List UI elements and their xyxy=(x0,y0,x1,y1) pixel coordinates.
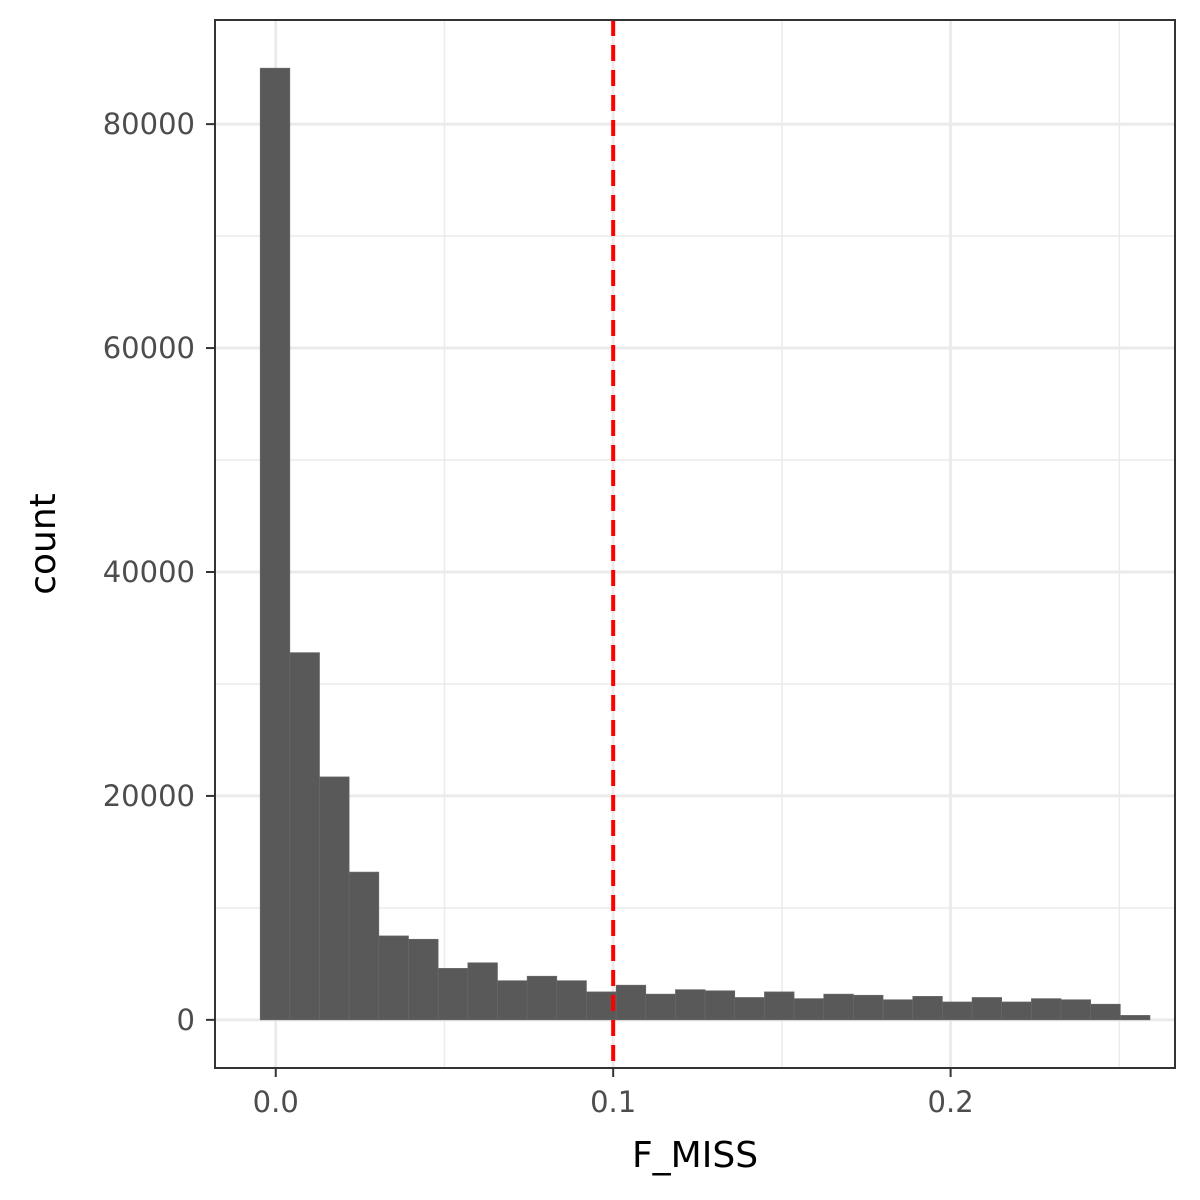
y-axis: 0 20000 40000 60000 80000 xyxy=(103,107,215,1037)
x-tick-label: 0.0 xyxy=(253,1085,299,1119)
histogram-bar xyxy=(971,997,1003,1021)
histogram-bar xyxy=(378,935,409,1021)
histogram-bar xyxy=(497,980,528,1021)
histogram-bar xyxy=(1090,1003,1121,1021)
y-tick-label: 0 xyxy=(177,1003,195,1037)
histogram-bar xyxy=(764,991,795,1021)
histogram-bar xyxy=(1060,999,1091,1021)
histogram-bar xyxy=(1001,1001,1032,1021)
histogram-bar xyxy=(704,990,736,1021)
histogram-bar xyxy=(942,1001,973,1021)
histogram-bar xyxy=(467,962,498,1021)
histogram-bar xyxy=(319,776,350,1021)
histogram-bar xyxy=(1031,998,1062,1021)
histogram-bar xyxy=(556,980,587,1021)
y-tick-label: 60000 xyxy=(103,331,195,365)
y-tick-label: 20000 xyxy=(103,779,195,813)
y-tick-label: 40000 xyxy=(103,555,195,589)
y-axis-title: count xyxy=(23,493,64,595)
histogram-bar xyxy=(793,998,825,1021)
histogram-bar xyxy=(734,997,765,1021)
histogram-bar xyxy=(437,968,469,1021)
x-tick-label: 0.1 xyxy=(590,1085,636,1119)
histogram-bar xyxy=(289,652,320,1021)
histogram-bar xyxy=(912,996,943,1021)
histogram-bar xyxy=(853,994,884,1021)
y-tick-label: 80000 xyxy=(103,107,195,141)
x-axis-title: F_MISS xyxy=(632,1135,758,1176)
histogram-bar xyxy=(1120,1015,1151,1021)
histogram-bar xyxy=(675,989,706,1021)
histogram-bar xyxy=(526,975,558,1021)
histogram-bar xyxy=(259,67,291,1021)
histogram-bar xyxy=(615,984,647,1021)
x-axis: 0.0 0.1 0.2 xyxy=(253,1068,974,1119)
x-tick-label: 0.2 xyxy=(928,1085,974,1119)
histogram-bar xyxy=(823,993,854,1021)
histogram-bar xyxy=(645,993,676,1021)
panel-border xyxy=(214,19,1176,1069)
histogram-bar xyxy=(348,871,380,1021)
histogram-bar xyxy=(408,938,439,1021)
histogram-bar xyxy=(882,999,914,1021)
histogram-bars xyxy=(259,67,1151,1021)
